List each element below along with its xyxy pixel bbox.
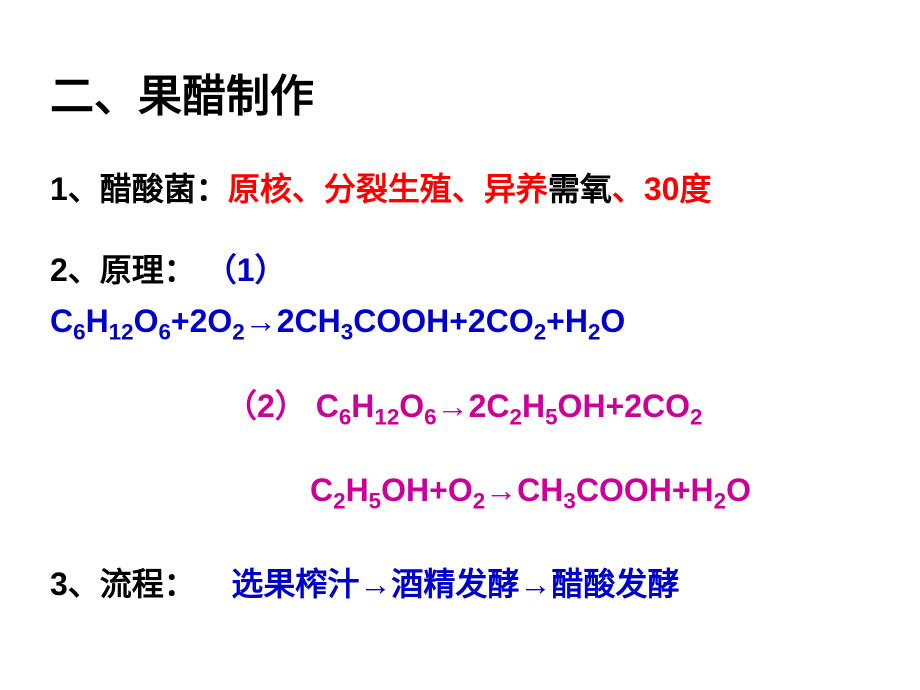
section-2-line1: 2、原理： （1） C6H12O6+2O2→2CH3COOH+2CO2+H2O bbox=[50, 245, 870, 350]
eq2-label: （2） bbox=[225, 388, 307, 424]
section-1: 1、醋酸菌： 原核、分裂生殖、异养 需氧 、30度 bbox=[50, 164, 870, 215]
equation-1: C6H12O6+2O2→2CH3COOH+2CO2+H2O bbox=[50, 303, 625, 339]
section-2-label: 2、原理： bbox=[50, 252, 196, 288]
section-1-label: 1、醋酸菌： bbox=[50, 164, 228, 215]
equation-3: C2H5OH+O2→CH3COOH+H2O bbox=[310, 472, 751, 508]
main-title: 二、果醋制作 bbox=[50, 60, 870, 124]
section-2-line2: （2） C6H12O6→2C2H5OH+2CO2 bbox=[225, 381, 870, 435]
section-3: 3、流程： 选果榨汁→酒精发酵→醋酸发酵 bbox=[50, 559, 870, 610]
section-2-line3: C2H5OH+O2→CH3COOH+H2O bbox=[310, 465, 870, 519]
section-1-red-text-2: 、30度 bbox=[612, 164, 712, 215]
section-1-red-text: 原核、分裂生殖、异养 bbox=[228, 164, 548, 215]
section-1-black-text: 需氧 bbox=[548, 164, 612, 215]
equation-2: C6H12O6→2C2H5OH+2CO2 bbox=[316, 388, 703, 424]
section-3-content: 选果榨汁→酒精发酵→醋酸发酵 bbox=[231, 566, 679, 602]
section-3-label: 3、流程： bbox=[50, 566, 196, 602]
eq1-label: （1） bbox=[205, 252, 287, 288]
